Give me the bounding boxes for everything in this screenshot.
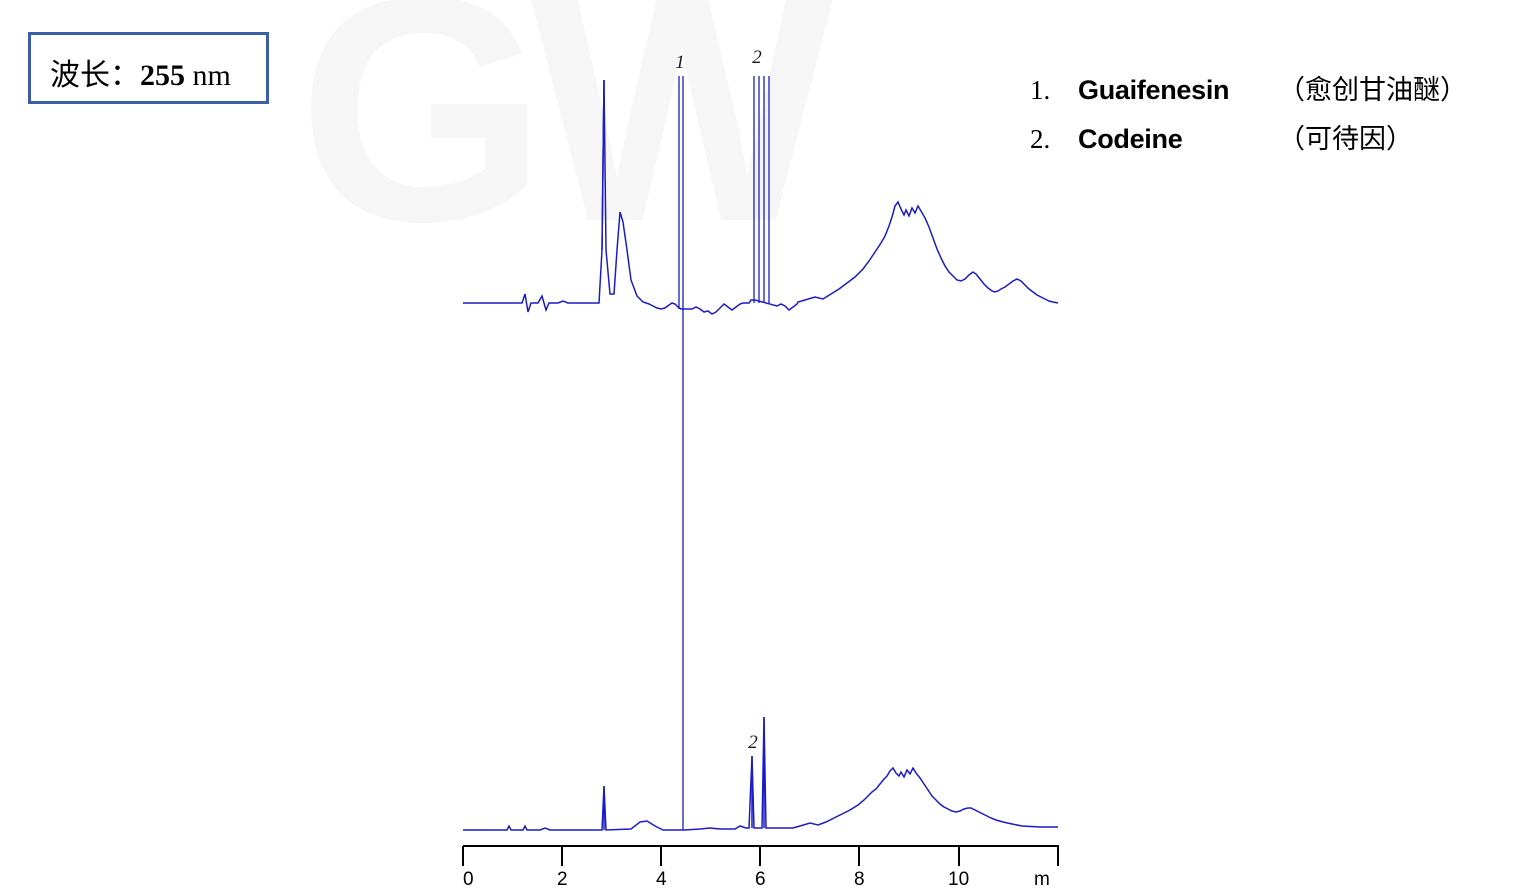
svg-text:10: 10 xyxy=(948,869,969,889)
svg-text:2: 2 xyxy=(752,47,762,68)
svg-text:2: 2 xyxy=(748,732,758,753)
svg-text:2: 2 xyxy=(557,869,568,889)
svg-text:0: 0 xyxy=(463,869,474,889)
svg-text:6: 6 xyxy=(755,869,766,889)
svg-text:m: m xyxy=(1034,869,1050,889)
svg-text:8: 8 xyxy=(854,869,865,889)
svg-text:4: 4 xyxy=(656,869,667,889)
svg-text:1: 1 xyxy=(675,52,685,73)
